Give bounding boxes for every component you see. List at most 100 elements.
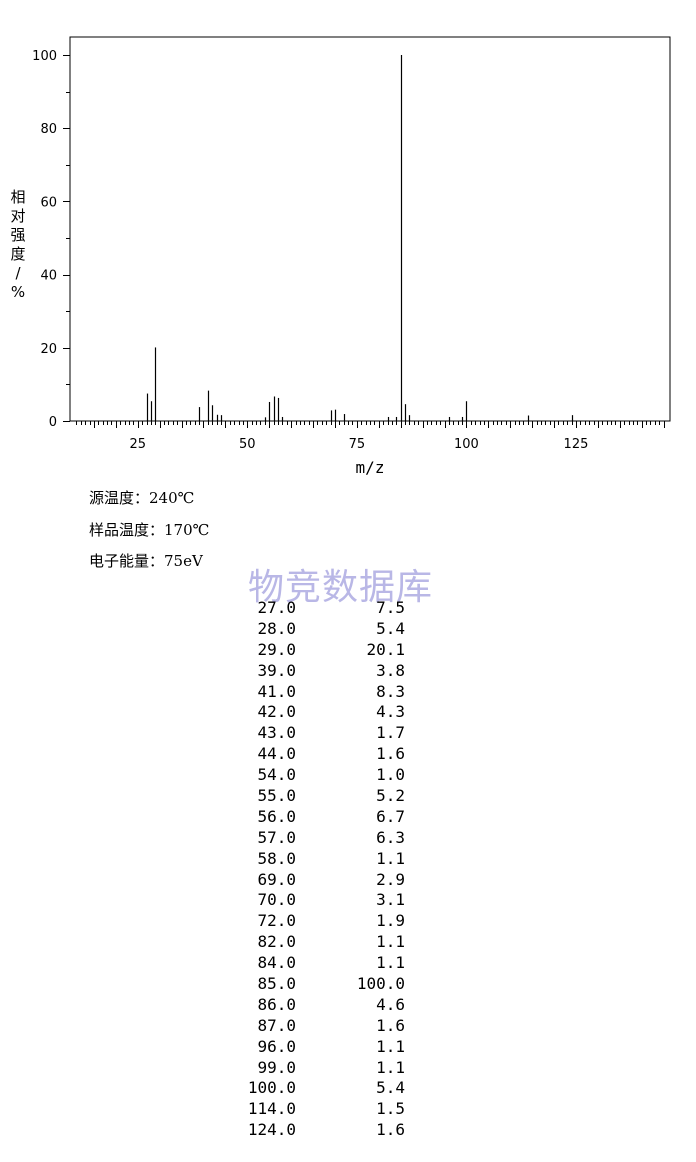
peak-mz: 58.0 [257,848,296,868]
peak-mz: 55.0 [257,786,296,806]
peak-row: 82.0 1.1 [0,932,696,953]
electron-energy: 电子能量：75eV [89,552,203,570]
peak-row: 42.0 4.3 [0,702,696,723]
plot-frame [69,36,671,422]
y-axis-label-char: 度 [10,245,26,263]
peak-mz: 69.0 [257,869,296,889]
peak-row: 114.0 1.5 [0,1099,696,1120]
peak-row: 124.0 1.6 [0,1120,696,1141]
y-axis-label-char: 对 [10,207,26,225]
peak-row: 55.0 5.2 [0,786,696,807]
peak-mz: 39.0 [257,660,296,680]
peak-intensity: 1.6 [376,1120,405,1140]
peak-intensity: 1.1 [376,1036,405,1056]
peak-intensity: 6.3 [376,827,405,847]
peak-intensity: 1.6 [376,1015,405,1035]
peak-mz: 85.0 [257,974,296,994]
peak-row: 86.0 4.6 [0,995,696,1016]
peak-row: 87.0 1.6 [0,1016,696,1037]
peak-row: 43.0 1.7 [0,723,696,744]
peak-intensity: 2.9 [376,869,405,889]
peak-mz: 44.0 [257,744,296,764]
peak-mz: 100.0 [247,1078,296,1098]
x-axis-label: m/z [356,458,385,477]
peak-row: 99.0 1.1 [0,1058,696,1079]
peak-mz: 43.0 [257,723,296,743]
peak-intensity: 100.0 [356,974,405,994]
x-tick-label: 100 [454,437,479,452]
peak-row: 54.0 1.0 [0,765,696,786]
mass-spectrum-chart: 25 50 75 100 125 0 20 40 60 80 100 m/z [32,36,671,477]
peak-mz: 84.0 [257,953,296,973]
peak-intensity: 1.7 [376,723,405,743]
peak-mz: 99.0 [257,1057,296,1077]
peak-row: 39.0 3.8 [0,661,696,682]
peak-row: 28.0 5.4 [0,619,696,640]
peak-intensity: 5.4 [376,618,405,638]
y-tick-label: 80 [40,122,57,137]
y-axis-label-char: 相 [10,188,26,206]
peak-mz: 72.0 [257,911,296,931]
source-temperature: 源温度：240℃ [89,489,195,507]
peak-row: 41.0 8.3 [0,682,696,703]
peak-intensity: 8.3 [376,681,405,701]
y-tick-label: 60 [40,195,57,210]
peak-mz: 124.0 [247,1120,296,1140]
peak-mz: 96.0 [257,1036,296,1056]
peak-mz: 87.0 [257,1015,296,1035]
peak-row: 85.0 100.0 [0,974,696,995]
peak-intensity: 1.5 [376,1099,405,1119]
peak-intensity: 1.1 [376,848,405,868]
peak-intensity: 3.1 [376,890,405,910]
peak-intensity: 7.5 [376,598,405,617]
peak-intensity: 6.7 [376,806,405,826]
watermark: 物竞数据库 [248,567,434,608]
peak-row: 56.0 6.7 [0,807,696,828]
peak-intensity: 3.8 [376,660,405,680]
peak-intensity: 1.6 [376,744,405,764]
peak-intensity: 4.6 [376,994,405,1014]
peak-row: 100.0 5.4 [0,1078,696,1099]
peak-mz: 86.0 [257,994,296,1014]
peak-mz: 42.0 [257,702,296,722]
y-tick-label: 20 [40,342,57,357]
y-tick-label: 100 [32,49,57,64]
peak-mz: 54.0 [257,765,296,785]
peak-mz: 70.0 [257,890,296,910]
peak-mz: 27.0 [257,598,296,617]
x-tick-label: 125 [564,437,589,452]
y-axis-label-char: 强 [10,226,26,244]
peak-intensity: 20.1 [366,639,405,659]
peak-row: 70.0 3.1 [0,890,696,911]
peak-mz: 41.0 [257,681,296,701]
y-axis-label-char: % [10,283,26,301]
peak-mz: 56.0 [257,806,296,826]
peak-row: 44.0 1.6 [0,744,696,765]
y-tick-label: 40 [40,269,57,284]
peak-intensity: 4.3 [376,702,405,722]
x-tick-label: 25 [129,437,146,452]
y-axis-label: 相 对 强 度 / % [8,188,28,302]
peak-row: 96.0 1.1 [0,1037,696,1058]
peak-intensity: 1.1 [376,932,405,952]
peak-mz: 57.0 [257,827,296,847]
peak-row: 58.0 1.1 [0,849,696,870]
peak-mz: 114.0 [247,1099,296,1119]
peak-row: 72.0 1.9 [0,911,696,932]
peak-intensity: 5.4 [376,1078,405,1098]
peak-intensity: 1.0 [376,765,405,785]
peak-intensity: 1.9 [376,911,405,931]
y-tick-label: 0 [49,415,57,430]
x-tick-label: 50 [239,437,256,452]
y-axis-label-char: / [15,264,21,282]
peak-table: 27.0 7.5 28.0 5.4 29.0 20.1 39.0 3.8 41.0 8.3 42.0… [0,598,696,1141]
peak-intensity: 1.1 [376,1057,405,1077]
sample-temperature: 样品温度：170℃ [89,521,210,539]
x-tick-label: 75 [349,437,366,452]
peak-mz: 28.0 [257,618,296,638]
peak-row: 69.0 2.9 [0,870,696,891]
peak-row: 84.0 1.1 [0,953,696,974]
peak-mz: 29.0 [257,639,296,659]
peak-mz: 82.0 [257,932,296,952]
peak-row: 29.0 20.1 [0,640,696,661]
